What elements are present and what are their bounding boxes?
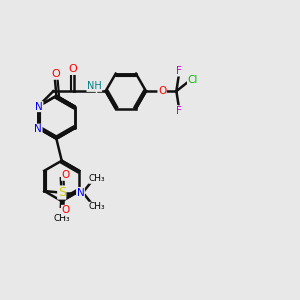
Text: O: O — [61, 205, 70, 215]
Text: S: S — [58, 186, 66, 199]
Text: N: N — [76, 188, 84, 197]
Text: N: N — [34, 124, 42, 134]
Text: O: O — [68, 64, 77, 74]
Text: F: F — [176, 66, 182, 76]
Text: O: O — [51, 69, 60, 79]
Text: CH₃: CH₃ — [89, 202, 105, 211]
Text: N: N — [35, 102, 43, 112]
Text: Cl: Cl — [188, 76, 198, 85]
Text: CH₃: CH₃ — [53, 214, 70, 224]
Text: F: F — [176, 106, 182, 116]
Text: CH₃: CH₃ — [89, 174, 105, 183]
Text: NH: NH — [87, 81, 102, 92]
Text: O: O — [158, 86, 166, 96]
Text: O: O — [61, 170, 70, 180]
